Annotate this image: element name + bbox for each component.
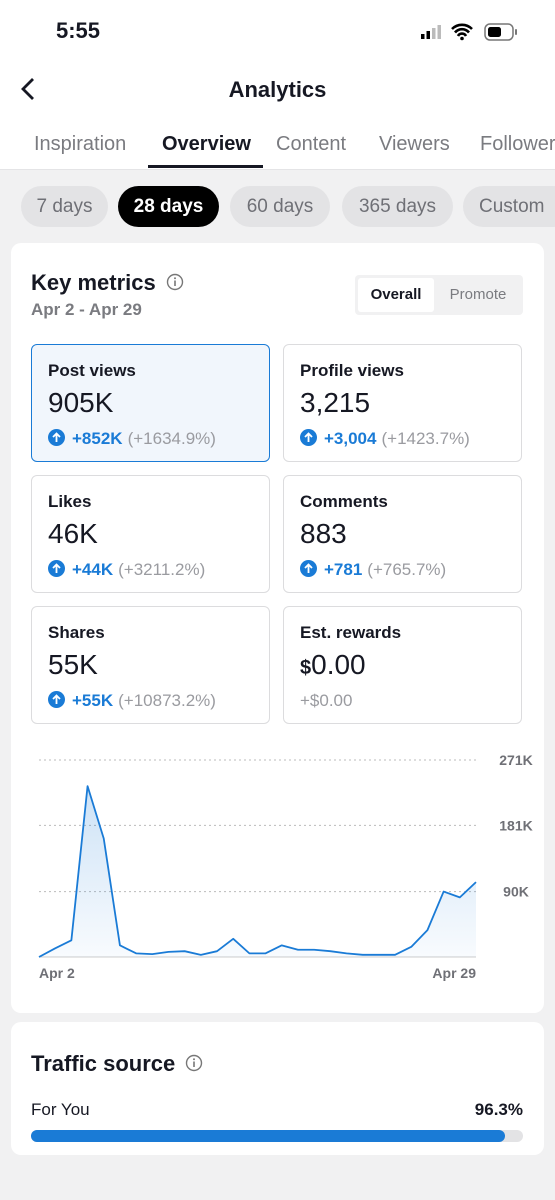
metric-change: +781 (+765.7%): [300, 560, 446, 580]
metric-change: +$0.00: [300, 691, 352, 711]
range-chip[interactable]: 60 days: [230, 186, 330, 227]
tab-divider: [0, 169, 555, 170]
metric-change: +3,004 (+1423.7%): [300, 429, 470, 449]
metric-card[interactable]: Est. rewards $0.00 +$0.00: [283, 606, 522, 724]
line: [38, 785, 477, 958]
metric-card[interactable]: Likes 46K +44K (+3211.2%): [31, 475, 270, 593]
x-tick-label: Apr 2: [39, 965, 75, 981]
change-percent: (+1423.7%): [381, 429, 470, 448]
toggle-option[interactable]: Overall: [358, 278, 434, 312]
x-tick-label: Apr 29: [432, 965, 476, 981]
metric-card[interactable]: Profile views 3,215 +3,004 (+1423.7%): [283, 344, 522, 462]
date-range: Apr 2 - Apr 29: [31, 300, 142, 319]
chart: 90K 181K 271K Apr 2 Apr 29: [38, 752, 533, 981]
up-icon: [300, 560, 317, 577]
range-chip[interactable]: 7 days: [21, 186, 108, 227]
metric-change: +55K (+10873.2%): [48, 691, 216, 711]
page-title: Analytics: [228, 77, 327, 102]
change-value: +55K: [72, 691, 114, 710]
y-tick-label: 181K: [499, 817, 532, 833]
metric-value: $0.00: [300, 649, 366, 681]
info-icon[interactable]: [185, 1054, 203, 1072]
key-metrics-title: Key metrics: [31, 270, 156, 295]
metric-value: 55K: [48, 649, 98, 680]
status-icons: [421, 23, 517, 41]
metric-label: Profile views: [300, 361, 404, 380]
area: [39, 786, 476, 957]
back-button[interactable]: [18, 76, 40, 104]
tab[interactable]: Viewers: [379, 133, 450, 155]
metric-value: 905K: [48, 387, 114, 418]
status-time: 5:55: [56, 18, 101, 43]
metric-card[interactable]: Comments 883 +781 (+765.7%): [283, 475, 522, 593]
traffic-label: For You: [31, 1100, 90, 1119]
bar: [31, 1130, 505, 1142]
up-icon: [48, 429, 65, 446]
metric-currency: $: [300, 657, 312, 679]
section-title: Traffic source: [31, 1051, 203, 1077]
section-title: Key metrics: [31, 270, 184, 296]
metric-label: Likes: [48, 492, 92, 511]
change-percent: (+3211.2%): [118, 560, 206, 579]
toggle: Overall Promote: [355, 275, 523, 315]
tab[interactable]: Followers: [480, 133, 555, 155]
metric-change: +852K (+1634.9%): [48, 429, 216, 449]
up-icon: [48, 691, 65, 708]
toggle-option[interactable]: Promote: [449, 286, 507, 303]
tab[interactable]: Inspiration: [34, 133, 127, 155]
metric-label: Est. rewards: [300, 623, 402, 642]
info-icon[interactable]: [166, 273, 184, 291]
tab-underline: [148, 165, 263, 168]
change-value: +781: [324, 560, 363, 579]
change-value: +44K: [72, 560, 114, 579]
metric-card[interactable]: Post views 905K +852K (+1634.9%): [31, 344, 270, 462]
range-chip[interactable]: 28 days: [118, 186, 219, 227]
range-chips: 7 days 28 days 60 days 365 days Custom: [0, 0, 555, 240]
change-percent: (+765.7%): [367, 560, 447, 579]
change-value: +3,004: [324, 429, 377, 448]
metric-change: +44K (+3211.2%): [48, 560, 205, 580]
change-value: +$0.00: [300, 691, 353, 710]
change-percent: (+10873.2%): [118, 691, 216, 710]
up-icon: [300, 429, 317, 446]
metric-label: Comments: [300, 492, 388, 511]
metric-value: 3,215: [300, 387, 371, 418]
tab-bar: Inspiration Overview Content Viewers Followe…: [0, 0, 555, 170]
metric-value: 883: [300, 518, 347, 549]
y-tick-label: 90K: [503, 884, 529, 900]
up-icon: [48, 560, 65, 577]
tab[interactable]: Content: [276, 133, 347, 155]
traffic-title: Traffic source: [31, 1051, 176, 1076]
y-tick-label: 271K: [499, 752, 532, 768]
change-percent: (+1634.9%): [127, 429, 216, 448]
range-chip[interactable]: Custom: [463, 186, 555, 227]
change-value: +852K: [72, 429, 123, 448]
metric-label: Post views: [48, 361, 136, 380]
traffic-percent: 96.3%: [474, 1100, 523, 1119]
range-chip[interactable]: 365 days: [342, 186, 453, 227]
metric-card[interactable]: Shares 55K +55K (+10873.2%): [31, 606, 270, 724]
metric-amount: 0.00: [311, 649, 366, 680]
metric-label: Shares: [48, 623, 105, 642]
metric-value: 46K: [48, 518, 98, 549]
tab[interactable]: Overview: [162, 133, 251, 155]
